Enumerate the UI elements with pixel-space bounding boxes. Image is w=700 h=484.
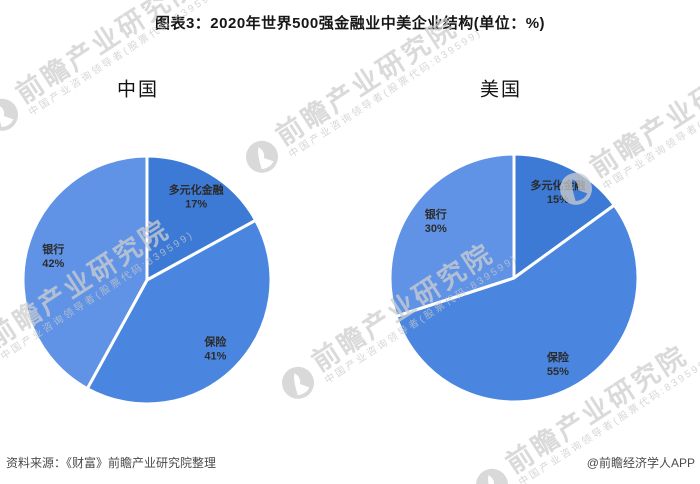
pie-title-china: 中国 (116, 78, 160, 101)
page-title: 图表3：2020年世界500强金融业中美企业结构(单位：%) (154, 15, 546, 32)
credit-note: @前瞻经济学人APP (586, 456, 695, 470)
slice-label-2: 银行 30% (425, 207, 447, 235)
pie-slice-2 (388, 152, 516, 318)
pie-chart-china: 多元化金融 17% 保险 41% 银行 42% (19, 152, 275, 408)
pie-title-usa: 美国 (479, 78, 523, 101)
pie-slice-1 (85, 218, 273, 406)
slice-label-0: 多元化金融 17% (169, 183, 224, 211)
pie-chart-usa: 多元化金融 15% 保险 55% 银行 30% (386, 150, 642, 406)
qianzhan-logo-icon (476, 469, 509, 484)
slice-label-1: 保险 55% (546, 350, 570, 378)
pie-slice-0 (145, 154, 258, 282)
slice-label-2: 银行 42% (42, 242, 64, 270)
source-note: 资料来源：《财富》前瞻产业研究院整理 (6, 456, 217, 470)
qianzhan-logo-icon (282, 367, 315, 400)
pie-slice-2 (21, 154, 149, 391)
qianzhan-logo-icon (0, 99, 19, 132)
slice-label-1: 保险 41% (203, 334, 227, 362)
watermark-tagline: 中国产业咨询领导者(股票代码:839599) (287, 27, 485, 161)
pie-slice-1 (394, 203, 640, 404)
